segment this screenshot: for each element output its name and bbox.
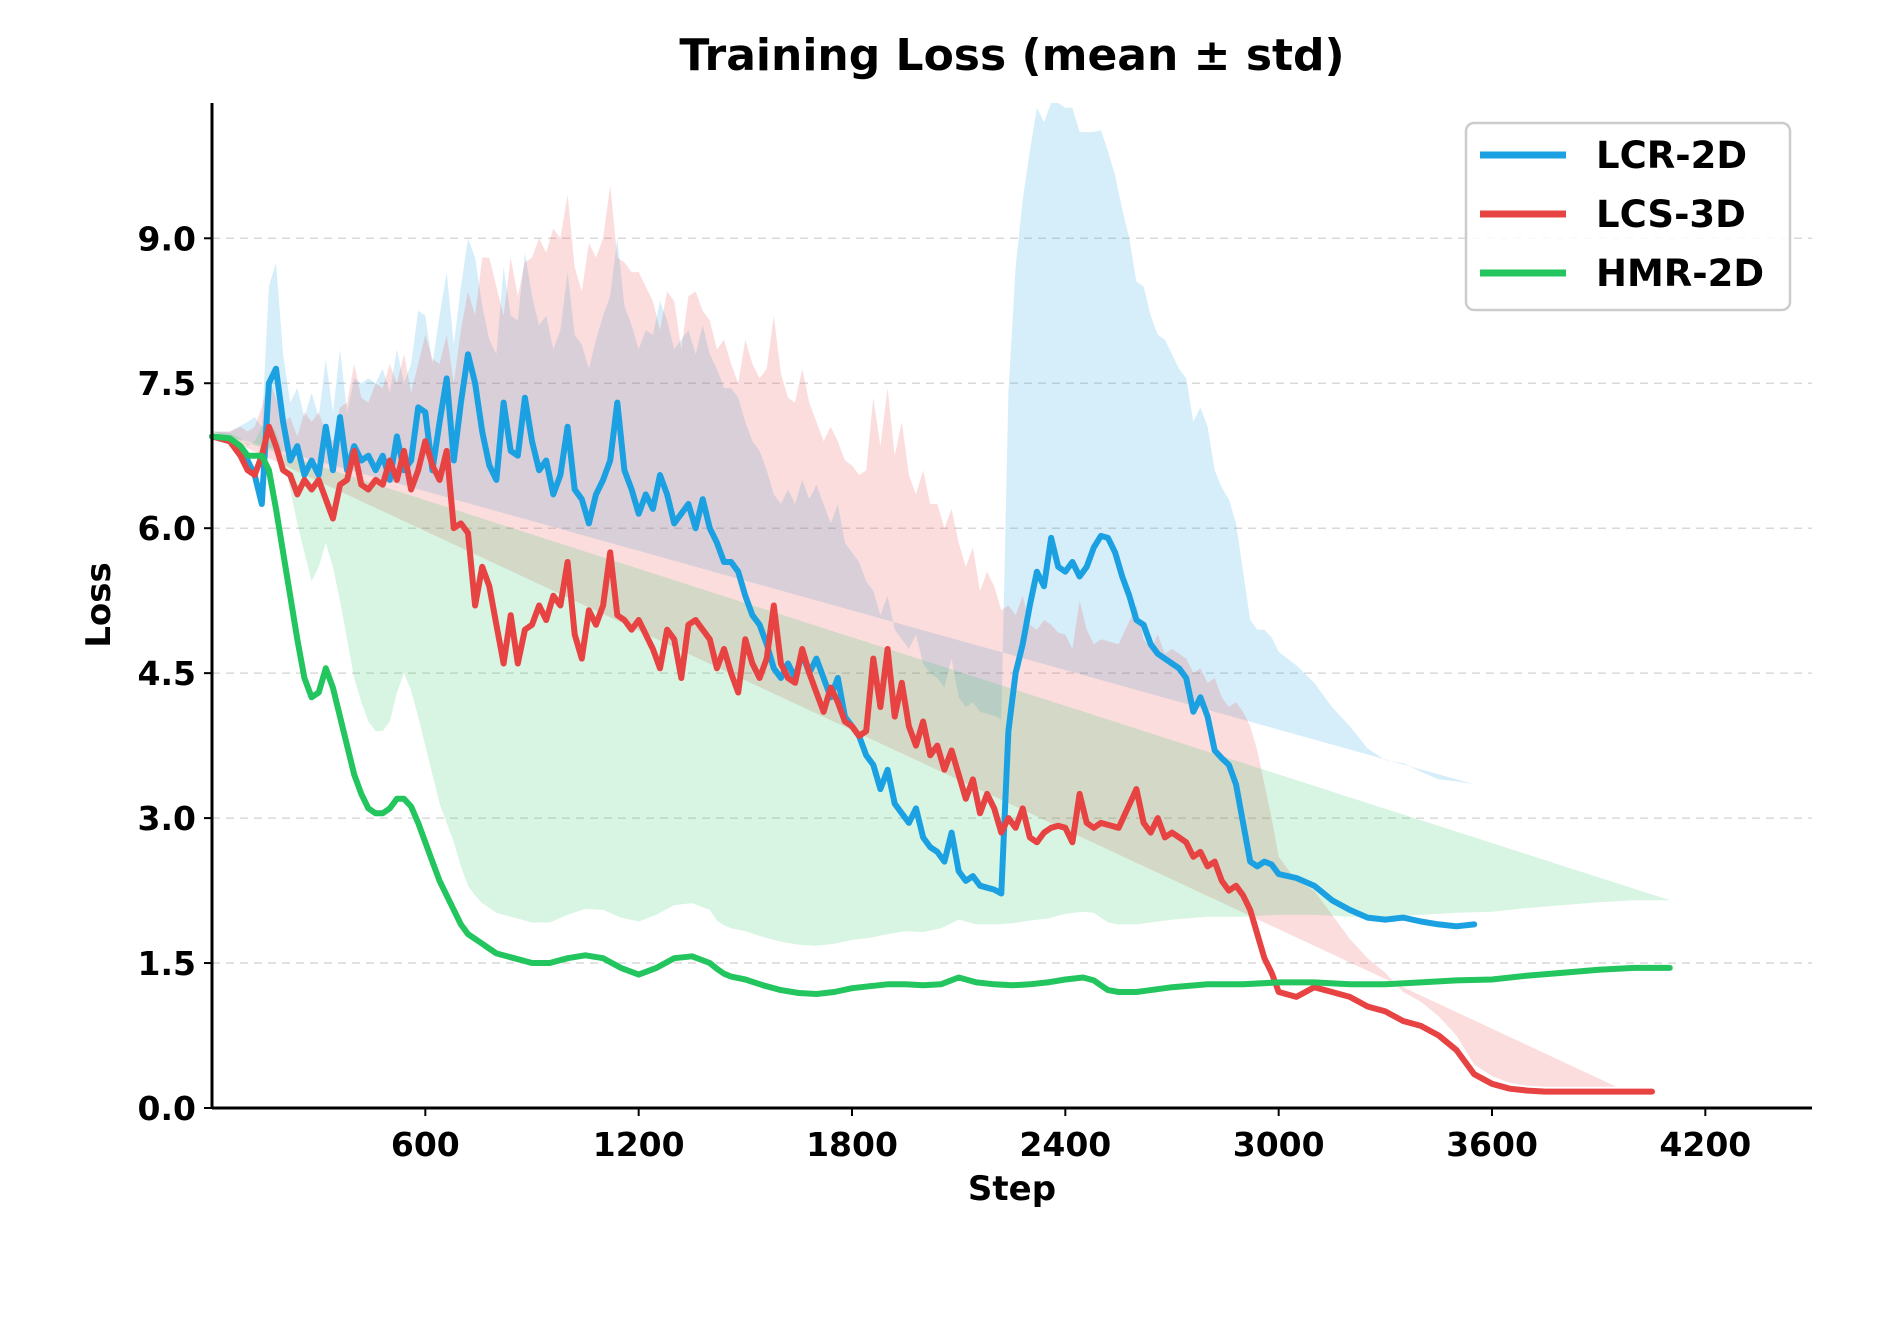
- x-tick-label: 1800: [806, 1125, 898, 1164]
- mean-line-hmr-2d: [209, 433, 1673, 997]
- y-ticks: 0.0 1.5 3.0 4.5 6.0 7.5 9.0: [138, 219, 212, 1128]
- x-tick-label: 3000: [1233, 1125, 1325, 1164]
- x-tick-label: 600: [391, 1125, 460, 1164]
- x-tick-label: 2400: [1019, 1125, 1111, 1164]
- y-tick-label: 0.0: [138, 1089, 196, 1128]
- x-ticks: 600 1200 1800 2400 3000 3600 4200: [391, 1108, 1751, 1164]
- std-band-hmr-2d: [212, 421, 1670, 946]
- legend-item-lcs-3d: LCS-3D: [1480, 193, 1746, 236]
- legend: LCR-2D LCS-3D HMR-2D: [1464, 121, 1792, 312]
- std-band-lcr-2d: [212, 103, 1475, 785]
- mean-line-lcs-3d: [209, 423, 1655, 1095]
- x-tick-label: 1200: [593, 1125, 685, 1164]
- legend-item-lcr-2d: LCR-2D: [1480, 134, 1747, 177]
- y-tick-label: 9.0: [138, 219, 196, 258]
- legend-label: HMR-2D: [1596, 252, 1764, 295]
- y-tick-label: 3.0: [138, 799, 196, 838]
- x-tick-label: 4200: [1659, 1125, 1751, 1164]
- legend-frame: [1464, 121, 1792, 312]
- x-tick-label: 3600: [1446, 1125, 1538, 1164]
- series-lines: [209, 351, 1673, 1095]
- y-tick-label: 4.5: [138, 654, 196, 693]
- legend-label: LCR-2D: [1596, 134, 1747, 177]
- axes: [210, 103, 1812, 1110]
- legend-item-hmr-2d: HMR-2D: [1480, 252, 1764, 295]
- y-axis-label: Loss: [79, 562, 119, 648]
- y-tick-label: 6.0: [138, 509, 196, 548]
- y-tick-label: 7.5: [138, 364, 196, 403]
- legend-label: LCS-3D: [1596, 193, 1746, 236]
- y-tick-label: 1.5: [138, 944, 196, 983]
- chart-title: Training Loss (mean ± std): [679, 30, 1344, 81]
- x-axis-label: Step: [968, 1169, 1056, 1209]
